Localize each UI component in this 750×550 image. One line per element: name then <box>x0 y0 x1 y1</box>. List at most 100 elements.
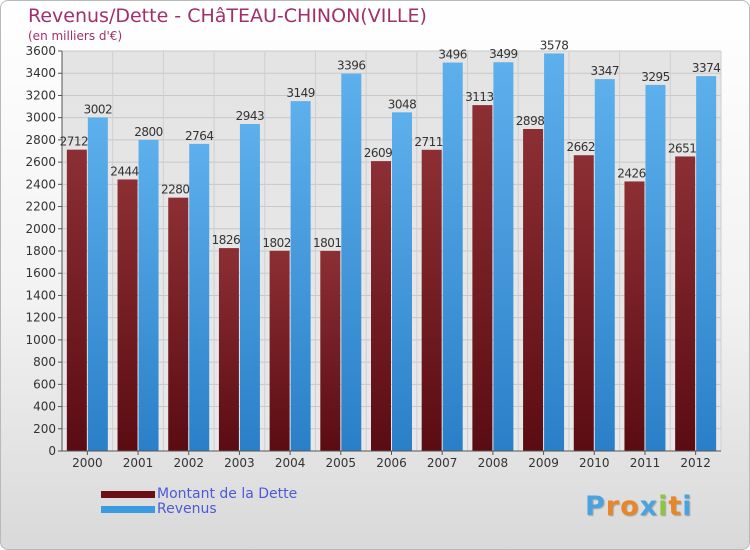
bar-revenue <box>239 124 260 451</box>
data-label-debt: 1826 <box>212 233 241 247</box>
y-tick-label: 1400 <box>25 288 56 302</box>
bar-debt <box>168 197 189 451</box>
legend-label-revenue: Revenus <box>157 501 217 517</box>
logo-letter: P <box>585 491 606 522</box>
y-tick-label: 200 <box>33 422 56 436</box>
bar-debt <box>573 155 594 451</box>
y-tick-label: 3200 <box>25 88 56 102</box>
bar-revenue <box>696 76 717 451</box>
legend-swatch-revenue <box>101 506 155 513</box>
x-tick-label: 2005 <box>326 456 357 470</box>
logo-letter: t <box>668 491 683 522</box>
data-label-debt: 2651 <box>668 141 697 155</box>
bar-debt <box>624 181 645 451</box>
data-label-debt: 2711 <box>414 135 443 149</box>
y-tick-label: 1800 <box>25 244 56 258</box>
y-tick-label: 1000 <box>25 333 56 347</box>
bar-debt <box>320 250 341 451</box>
y-tick-label: 3400 <box>25 66 56 80</box>
chart-subtitle: (en milliers d'€) <box>28 29 123 43</box>
data-label-debt: 1802 <box>262 236 291 250</box>
x-tick-label: 2004 <box>275 456 306 470</box>
bar-revenue <box>290 101 311 451</box>
data-label-debt: 2712 <box>60 135 89 149</box>
y-tick-label: 3600 <box>25 44 56 58</box>
legend-item-debt: Montant de la Dette <box>101 487 297 502</box>
logo-letter: x <box>639 491 659 522</box>
bar-revenue <box>544 53 565 451</box>
data-label-revenue: 3048 <box>388 97 417 111</box>
x-tick-label: 2008 <box>478 456 509 470</box>
bar-debt <box>269 250 290 451</box>
x-tick-label: 2001 <box>123 456 154 470</box>
data-label-debt: 2609 <box>364 146 393 160</box>
data-label-revenue: 3002 <box>84 102 113 116</box>
data-label-debt: 2662 <box>566 140 595 154</box>
bar-debt <box>371 161 391 451</box>
bar-revenue <box>645 84 666 451</box>
data-label-revenue: 3578 <box>540 38 569 52</box>
data-label-revenue: 3496 <box>438 48 467 62</box>
data-label-debt: 3113 <box>465 90 494 104</box>
data-label-revenue: 3347 <box>590 64 619 78</box>
bar-revenue <box>442 62 463 452</box>
bar-revenue <box>392 112 412 451</box>
y-tick-label: 2800 <box>25 133 56 147</box>
data-label-revenue: 2764 <box>185 129 214 143</box>
y-tick-label: 1200 <box>25 311 56 325</box>
data-label-revenue: 3295 <box>641 70 670 84</box>
x-tick-label: 2006 <box>376 456 407 470</box>
logo-letter: i <box>682 491 693 522</box>
logo-letter: r <box>605 491 621 522</box>
x-tick-label: 2007 <box>427 456 458 470</box>
x-tick-label: 2010 <box>579 456 610 470</box>
legend: Montant de la Dette Revenus <box>101 487 297 517</box>
bar-debt <box>421 149 442 451</box>
chart-title: Revenus/Dette - CHâTEAU-CHINON(VILLE) <box>28 5 427 27</box>
x-tick-label: 2000 <box>72 456 103 470</box>
legend-item-revenue: Revenus <box>101 502 297 517</box>
legend-label-debt: Montant de la Dette <box>157 486 298 502</box>
logo-letter: i <box>658 491 669 522</box>
bar-revenue <box>341 73 362 452</box>
y-tick-label: 800 <box>33 355 56 369</box>
logo-letter: o <box>620 491 640 522</box>
data-label-debt: 1801 <box>313 236 342 250</box>
data-label-debt: 2280 <box>161 183 190 197</box>
x-tick-label: 2012 <box>680 456 711 470</box>
bar-revenue <box>594 79 615 451</box>
data-label-debt: 2898 <box>516 114 545 128</box>
bar-debt <box>523 129 544 451</box>
bar-revenue <box>189 143 210 451</box>
data-label-debt: 2426 <box>617 166 646 180</box>
x-tick-label: 2003 <box>224 456 255 470</box>
legend-swatch-debt <box>101 491 155 498</box>
y-tick-label: 2200 <box>25 200 56 214</box>
y-tick-label: 400 <box>33 400 56 414</box>
bar-debt <box>117 179 138 451</box>
y-tick-label: 600 <box>33 377 56 391</box>
bar-debt <box>675 156 696 451</box>
data-label-revenue: 3396 <box>337 59 366 73</box>
y-tick-label: 0 <box>48 444 56 458</box>
data-label-revenue: 3374 <box>692 61 721 75</box>
x-tick-label: 2009 <box>528 456 559 470</box>
y-tick-label: 2000 <box>25 222 56 236</box>
y-tick-label: 3000 <box>25 111 56 125</box>
data-label-debt: 2444 <box>110 164 139 178</box>
bar-debt <box>66 149 87 451</box>
x-tick-label: 2011 <box>630 456 661 470</box>
data-label-revenue: 3149 <box>286 86 315 100</box>
proxiti-logo: Proxiti <box>585 491 693 522</box>
data-label-revenue: 3499 <box>489 47 518 61</box>
y-tick-label: 2600 <box>25 155 56 169</box>
bar-debt <box>218 248 239 451</box>
y-tick-label: 1600 <box>25 266 56 280</box>
y-tick-label: 2400 <box>25 177 56 191</box>
x-tick-label: 2002 <box>173 456 204 470</box>
bar-revenue <box>87 117 108 451</box>
bar-revenue <box>138 139 159 451</box>
data-label-revenue: 2800 <box>134 125 163 139</box>
